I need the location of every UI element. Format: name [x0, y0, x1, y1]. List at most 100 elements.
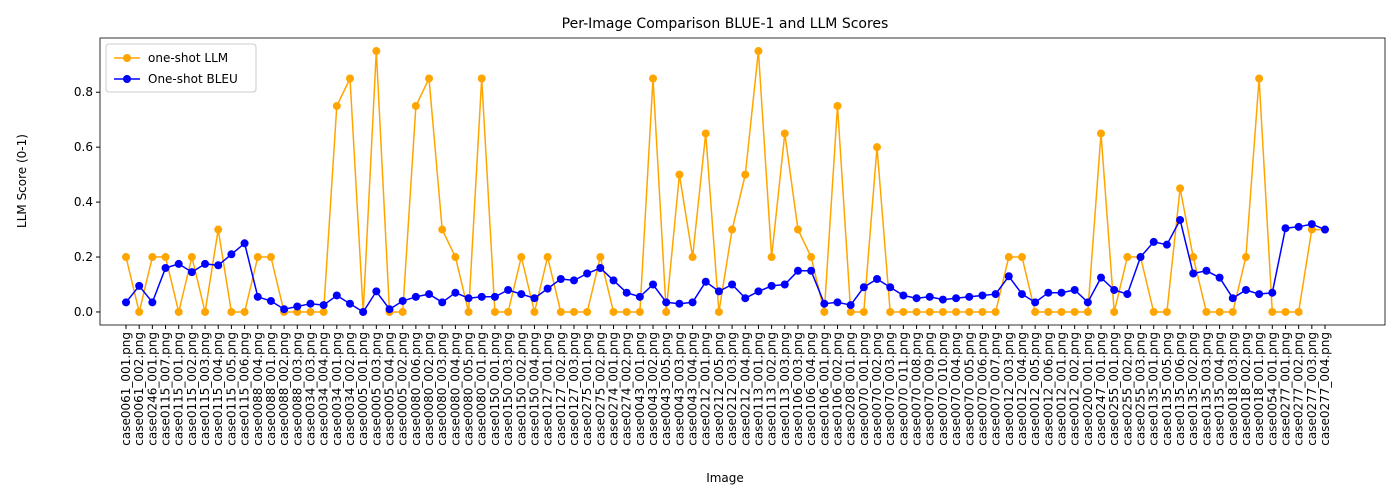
data-point — [1321, 225, 1329, 234]
data-point — [253, 253, 262, 262]
x-tick-label: case0012_001.png — [1054, 332, 1068, 446]
y-tick-label: 0.0 — [74, 305, 93, 319]
data-point — [965, 307, 974, 316]
data-point — [609, 276, 618, 285]
data-point — [293, 302, 302, 311]
data-point — [122, 253, 130, 262]
data-point — [622, 307, 631, 316]
legend-label: One-shot BLEU — [148, 72, 238, 86]
legend-marker — [123, 75, 131, 83]
data-point — [148, 298, 157, 307]
data-point — [741, 170, 750, 179]
data-point — [148, 253, 157, 262]
data-point — [543, 284, 552, 293]
data-point — [1136, 253, 1145, 262]
data-point — [201, 259, 210, 268]
x-tick-label: case0012_005.png — [1028, 332, 1042, 446]
x-tick-label: case0070_007.png — [989, 332, 1003, 446]
x-tick-label: case0115_001.png — [172, 332, 186, 446]
data-point — [701, 129, 710, 138]
data-point — [1017, 253, 1026, 262]
data-point — [1255, 74, 1264, 83]
data-point — [161, 253, 170, 262]
data-point — [161, 264, 170, 273]
data-point — [1031, 307, 1040, 316]
data-point — [1044, 307, 1053, 316]
x-tick-label: case0135_001.png — [1147, 332, 1161, 446]
data-point — [372, 287, 381, 296]
x-tick-label: case0115_003.png — [198, 332, 212, 446]
data-point — [938, 295, 947, 304]
data-point — [1031, 298, 1040, 307]
data-point — [662, 307, 671, 316]
data-point — [767, 281, 776, 290]
data-point — [504, 285, 513, 294]
data-point — [728, 225, 737, 234]
data-point — [187, 253, 196, 262]
x-tick-label: case0255_003.png — [1134, 332, 1148, 446]
x-tick-label: case0246_001.png — [145, 332, 159, 446]
x-tick-label: case0247_001.png — [1094, 332, 1108, 446]
data-point — [477, 292, 486, 301]
data-point — [1083, 298, 1092, 307]
x-tick-label: case0115_006.png — [238, 332, 252, 446]
x-tick-label: case0034_004.png — [317, 332, 331, 446]
x-tick-label: case0277_002.png — [1292, 332, 1306, 446]
data-point — [1110, 285, 1119, 294]
data-point — [345, 74, 354, 83]
y-tick-label: 0.6 — [74, 140, 93, 154]
data-point — [1281, 224, 1290, 233]
legend-marker — [123, 54, 131, 62]
data-point — [1294, 222, 1303, 231]
x-tick-label: case0061_001.png — [119, 332, 133, 446]
data-point — [662, 298, 671, 307]
chart-title: Per-Image Comparison BLUE-1 and LLM Scor… — [562, 16, 889, 32]
data-point — [978, 307, 987, 316]
data-point — [899, 291, 908, 300]
data-point — [517, 290, 526, 299]
data-point — [991, 307, 1000, 316]
data-point — [359, 307, 368, 316]
data-point — [174, 259, 183, 268]
data-point — [728, 280, 737, 289]
data-point — [846, 301, 855, 310]
data-point — [1123, 253, 1132, 262]
data-point — [1228, 294, 1237, 303]
data-point — [912, 307, 921, 316]
data-point — [675, 170, 684, 179]
data-point — [873, 143, 882, 152]
data-point — [135, 281, 144, 290]
x-tick-label: case0012_003.png — [1002, 332, 1016, 446]
data-point — [319, 301, 328, 310]
data-point — [1097, 273, 1106, 282]
data-point — [1123, 290, 1132, 299]
data-point — [187, 268, 196, 277]
data-point — [635, 307, 644, 316]
x-tick-label: case0150_001.png — [488, 332, 502, 446]
x-tick-label: case0070_010.png — [936, 332, 950, 446]
data-point — [1215, 273, 1224, 282]
data-point — [451, 253, 460, 262]
x-tick-label: case0070_002.png — [870, 332, 884, 446]
data-point — [425, 74, 434, 83]
x-tick-label: case0080_006.png — [409, 332, 423, 446]
data-point — [952, 307, 961, 316]
data-point — [411, 101, 420, 110]
data-point — [846, 307, 855, 316]
x-tick-label: case0070_003.png — [883, 332, 897, 446]
data-point — [556, 274, 565, 283]
data-point — [332, 291, 341, 300]
data-point — [1057, 307, 1066, 316]
data-point — [1149, 237, 1158, 246]
data-point — [1228, 307, 1237, 316]
data-point — [1083, 307, 1092, 316]
x-tick-label: case0043_002.png — [646, 332, 660, 446]
data-point — [952, 294, 961, 303]
x-tick-label: case0043_003.png — [672, 332, 686, 446]
data-point — [1162, 240, 1171, 249]
data-point — [1189, 253, 1198, 262]
x-tick-label: case0005_004.png — [383, 332, 397, 446]
x-tick-label: case0070_004.png — [949, 332, 963, 446]
data-point — [1097, 129, 1106, 138]
data-point — [438, 298, 447, 307]
